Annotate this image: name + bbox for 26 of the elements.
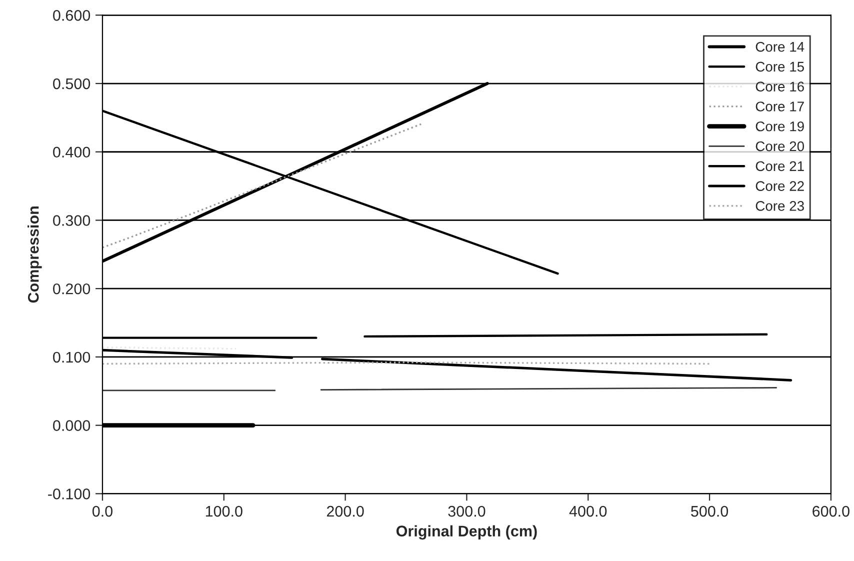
x-tick-label: 500.0 [691, 506, 728, 517]
legend-label: Core 15 [756, 62, 804, 72]
y-tick-label: 0.300 [53, 215, 90, 226]
y-tick-label: 0.000 [53, 420, 90, 432]
x-tick-label: 100.0 [206, 506, 242, 517]
y-tick-label: -0.100 [48, 488, 90, 500]
y-tick-label: 0.500 [53, 78, 90, 90]
legend-label: Core 16 [756, 82, 804, 92]
x-tick-label: 0.0 [92, 506, 112, 517]
legend-label: Core 14 [756, 42, 804, 52]
x-tick-label: 600.0 [812, 506, 850, 517]
y-tick-label: 0.200 [53, 283, 90, 294]
legend-label: Core 23 [756, 201, 804, 211]
legend-label: Core 20 [756, 141, 804, 152]
legend-label: Core 17 [756, 102, 804, 112]
legend-label: Core 19 [756, 121, 804, 132]
legend-label: Core 21 [756, 161, 804, 172]
x-axis-title: Original Depth (cm) [396, 525, 537, 540]
y-tick-label: 0.100 [53, 352, 90, 363]
y-tick-label: 0.400 [53, 146, 90, 158]
legend-label: Core 22 [756, 181, 804, 191]
x-tick-label: 200.0 [326, 506, 364, 517]
x-tick-label: 400.0 [569, 506, 607, 517]
y-axis-title: Compression [28, 206, 42, 303]
y-tick-label: 0.600 [53, 10, 90, 21]
x-tick-label: 300.0 [448, 506, 486, 517]
